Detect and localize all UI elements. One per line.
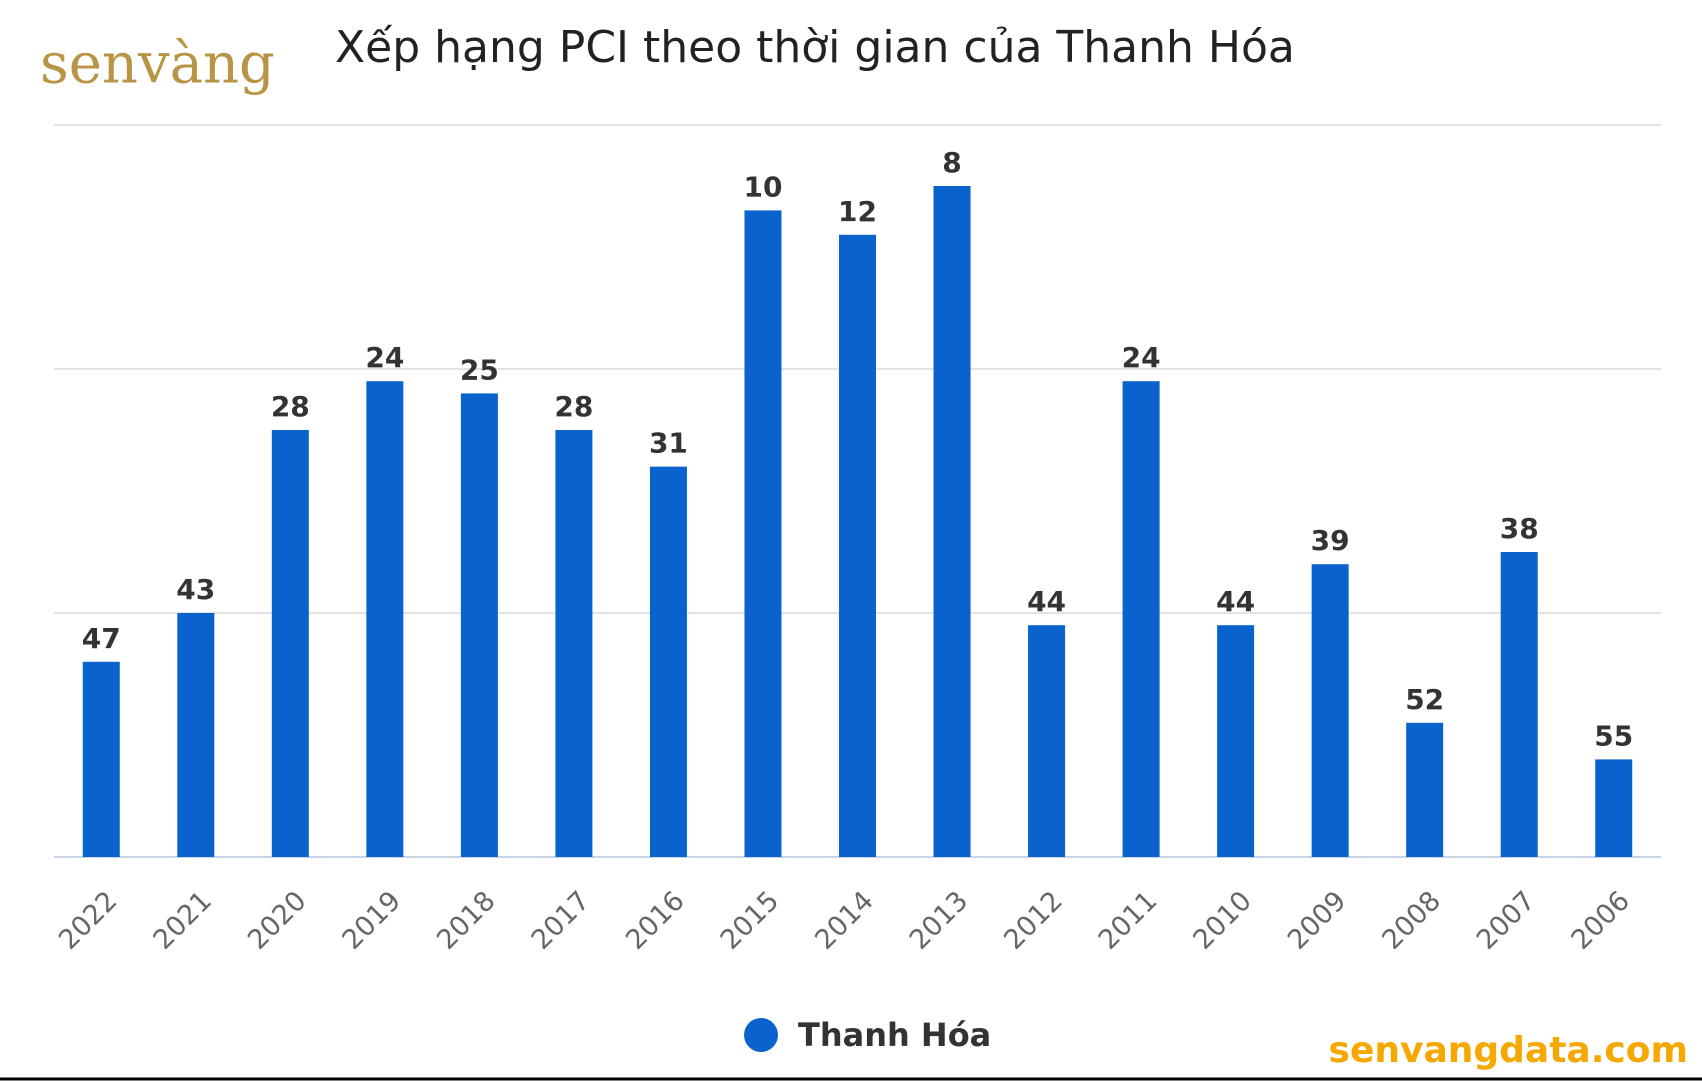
bar — [1217, 625, 1255, 857]
data-label: 24 — [365, 341, 404, 374]
x-tick-label: 2011 — [1093, 885, 1164, 956]
chart-title: Xếp hạng PCI theo thời gian của Thanh Hó… — [335, 22, 1295, 73]
data-label: 24 — [1122, 341, 1161, 374]
data-label: 38 — [1500, 512, 1539, 545]
legend-label: Thanh Hóa — [798, 1016, 991, 1054]
data-label: 10 — [743, 170, 782, 203]
data-label: 31 — [649, 427, 688, 460]
bar — [1500, 552, 1538, 857]
bar — [460, 393, 498, 857]
data-label: 47 — [82, 622, 121, 655]
bar — [555, 430, 593, 857]
x-tick-label: 2017 — [526, 885, 597, 956]
x-tick-label: 2009 — [1282, 885, 1353, 956]
x-tick-label: 2018 — [431, 885, 502, 956]
data-label: 28 — [271, 390, 310, 423]
bar — [1595, 759, 1633, 857]
bar — [839, 234, 876, 858]
x-tick-label: 2021 — [148, 885, 219, 956]
x-tick-label: 2015 — [715, 885, 786, 956]
x-tick-label: 2012 — [998, 885, 1069, 956]
x-tick-label: 2014 — [809, 885, 880, 956]
x-tick-label: 2022 — [53, 885, 124, 956]
x-tick-label: 2008 — [1376, 885, 1447, 956]
x-tick-label: 2006 — [1565, 885, 1636, 956]
bar — [1311, 564, 1349, 857]
bar — [744, 210, 782, 857]
bar — [271, 430, 309, 857]
bar — [649, 466, 687, 857]
data-label: 28 — [554, 390, 593, 423]
data-label: 43 — [176, 573, 215, 606]
x-tick-label: 2013 — [904, 885, 975, 956]
bar — [177, 613, 215, 857]
bar — [1028, 625, 1066, 857]
bar — [933, 186, 971, 857]
data-label: 55 — [1594, 719, 1633, 752]
data-label: 39 — [1311, 524, 1350, 557]
data-label: 8 — [942, 146, 961, 179]
x-tick-label: 2007 — [1471, 885, 1542, 956]
x-tick-label: 2010 — [1187, 885, 1258, 956]
bar — [1406, 722, 1444, 857]
data-label: 52 — [1405, 683, 1444, 716]
x-tick-label: 2019 — [337, 885, 408, 956]
bar — [82, 661, 120, 857]
legend-marker — [744, 1018, 778, 1052]
data-label: 44 — [1027, 585, 1066, 618]
data-label: 12 — [838, 195, 877, 228]
x-tick-label: 2020 — [242, 885, 313, 956]
data-label: 44 — [1216, 585, 1255, 618]
x-tick-label: 2016 — [620, 885, 691, 956]
data-label: 25 — [460, 353, 499, 386]
logo: senvàng — [40, 32, 275, 97]
bar — [366, 381, 404, 857]
watermark: senvangdata.com — [1329, 1030, 1688, 1071]
bar — [1122, 381, 1160, 857]
